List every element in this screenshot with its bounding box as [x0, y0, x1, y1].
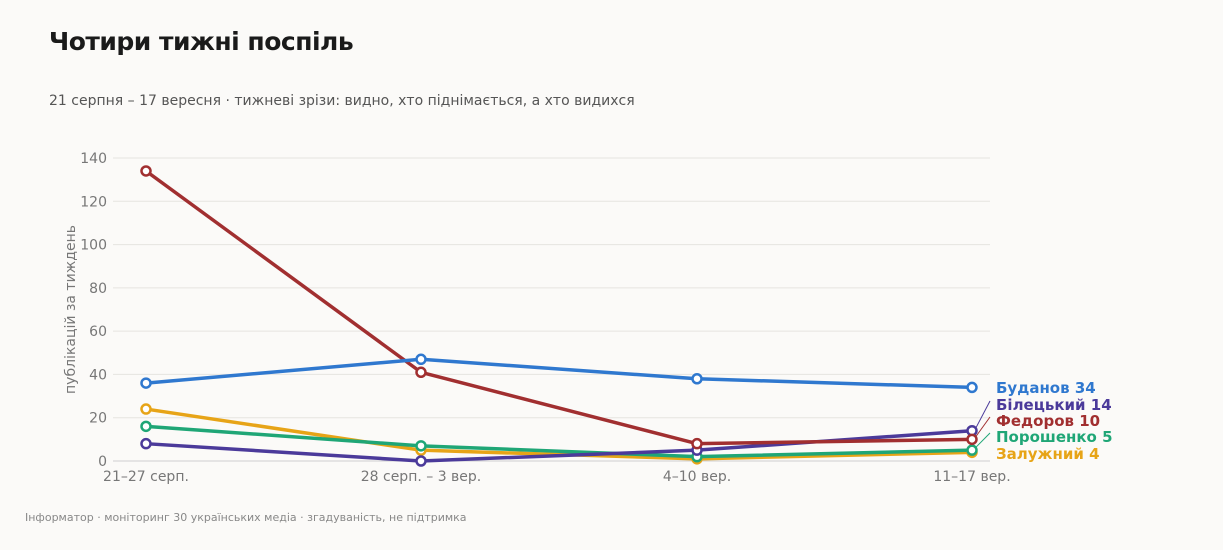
- data-point: [140, 165, 152, 177]
- data-point: [415, 440, 427, 452]
- y-tick-label: 100: [80, 238, 107, 254]
- label-leader-line: [975, 432, 991, 448]
- page-title: Чотири тижні поспіль: [49, 27, 354, 56]
- series-line: [144, 424, 974, 459]
- data-point: [415, 353, 427, 366]
- data-point: [415, 455, 427, 467]
- x-tick-label: 4–10 вер.: [663, 469, 731, 485]
- x-tick-label: 28 серп. – 3 вер.: [361, 469, 482, 485]
- series-end-label: Залужний 4: [996, 445, 1100, 463]
- series-line: [144, 169, 974, 446]
- y-tick-label: 60: [89, 324, 107, 340]
- y-tick-label: 80: [89, 281, 107, 297]
- data-point: [140, 377, 152, 389]
- series-points: [140, 165, 978, 467]
- y-axis-label: публікацій за тиждень: [63, 225, 79, 394]
- data-point: [966, 444, 978, 456]
- y-tick-label: 40: [89, 367, 107, 383]
- label-leader-line: [975, 400, 991, 428]
- series-end-label: Федоров 10: [996, 412, 1100, 430]
- grid-lines: [113, 157, 990, 462]
- series-end-label: Білецький 14: [996, 396, 1112, 414]
- data-point: [140, 437, 152, 450]
- source-note: Інформатор · моніторинг 30 українських м…: [25, 511, 467, 524]
- data-point: [140, 403, 152, 415]
- x-tick-label: 21–27 серп.: [103, 469, 189, 485]
- data-point: [691, 373, 703, 385]
- y-tick-label: 140: [80, 151, 107, 167]
- data-point: [691, 437, 703, 450]
- y-tick-label: 0: [98, 454, 107, 470]
- x-tick-label: 11–17 вер.: [933, 469, 1010, 485]
- data-point: [140, 420, 152, 433]
- label-leader-line: [975, 416, 991, 437]
- page-subtitle: 21 серпня – 17 вересня · тижневі зрізи: …: [49, 93, 635, 109]
- series-end-label: Порошенко 5: [996, 428, 1113, 446]
- series-line: [144, 357, 974, 390]
- y-tick-label: 20: [89, 411, 107, 427]
- data-point: [966, 381, 978, 394]
- y-tick-label: 120: [80, 194, 107, 210]
- y-axis-ticks: 0 20 40 60 80 100 120 140: [80, 151, 107, 470]
- series-end-label: Буданов 34: [996, 379, 1096, 397]
- data-point: [966, 433, 978, 446]
- data-point: [415, 366, 427, 379]
- x-axis-ticks: 21–27 серп. 28 серп. – 3 вер. 4–10 вер. 11–…: [103, 469, 1011, 485]
- series-lines: [144, 169, 974, 463]
